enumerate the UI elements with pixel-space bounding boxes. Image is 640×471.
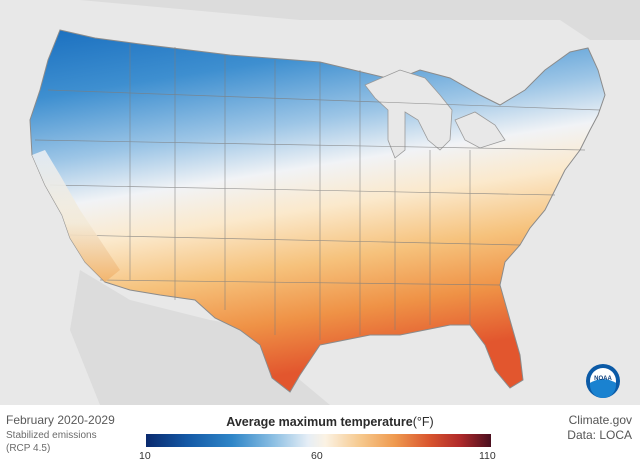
map-panel: NOAA <box>0 0 640 405</box>
source-credit: Climate.gov <box>568 413 632 427</box>
scale-mid-label: 60 <box>311 450 323 462</box>
legend-title: Average maximum temperature(°F) <box>200 415 460 429</box>
scenario-label: Stabilized emissions <box>6 430 97 441</box>
great-lakes <box>364 69 506 159</box>
neighbor-land-mexico <box>70 270 330 405</box>
temperature-map: NOAA <box>0 0 640 405</box>
legend-title-text: Average maximum temperature <box>226 415 413 429</box>
state-borders <box>34 44 601 340</box>
legend-footer: February 2020-2029 Stabilized emissions … <box>0 405 640 471</box>
neighbor-land-canada <box>0 0 640 40</box>
period-label: February 2020-2029 <box>6 413 115 427</box>
legend-unit: (°F) <box>412 415 434 429</box>
data-credit: Data: LOCA <box>567 428 632 442</box>
noaa-logo: NOAA <box>586 364 620 398</box>
scale-max-label: 110 <box>479 450 496 462</box>
scale-min-label: 10 <box>139 450 151 462</box>
california-coast <box>32 150 120 282</box>
noaa-logo-text: NOAA <box>594 376 612 382</box>
scenario-sublabel: (RCP 4.5) <box>6 443 51 454</box>
color-scale-bar <box>146 434 491 447</box>
